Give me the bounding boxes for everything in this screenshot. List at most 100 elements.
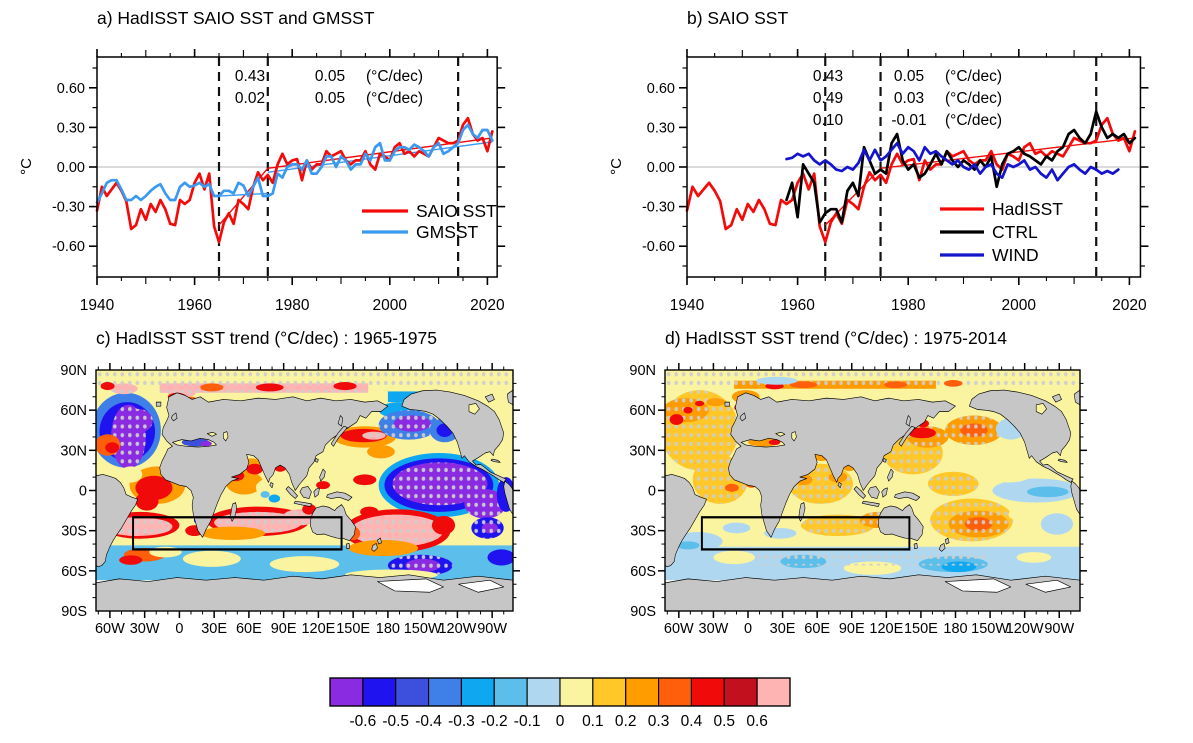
- svg-text:GMSST: GMSST: [416, 222, 479, 242]
- svg-text:1960: 1960: [780, 297, 815, 314]
- svg-text:0.10: 0.10: [813, 112, 844, 129]
- svg-text:150E: 150E: [904, 621, 938, 637]
- svg-text:2020: 2020: [470, 297, 505, 314]
- map-field: [665, 370, 1080, 611]
- svg-text:30N: 30N: [60, 443, 87, 459]
- svg-text:(°C/dec): (°C/dec): [945, 68, 1002, 85]
- svg-text:-0.30: -0.30: [52, 200, 85, 216]
- svg-text:30N: 30N: [629, 443, 656, 459]
- svg-text:0.02: 0.02: [235, 90, 265, 107]
- colorbar-cells: [329, 677, 791, 707]
- axes: 0.60 0.30 0.00 -0.30 -0.60 1940 1960 1980 2000 20…: [52, 49, 506, 314]
- trend-lines: [824, 137, 1136, 226]
- series-WIND: [785, 141, 1120, 182]
- svg-text:0.49: 0.49: [813, 90, 843, 107]
- panel-a-title: a) HadISST SAIO SST and GMSST: [97, 8, 375, 28]
- svg-text:0.00: 0.00: [57, 160, 85, 176]
- panel-b-chart: 0.60 0.30 0.00 -0.30 -0.60 1940 1960 1980 2000 20…: [642, 49, 1149, 314]
- svg-text:60E: 60E: [236, 621, 262, 637]
- svg-text:-0.2: -0.2: [481, 713, 508, 730]
- svg-text:120E: 120E: [869, 621, 903, 637]
- svg-text:120W: 120W: [438, 621, 476, 637]
- trend-stats: 0.43 0.05 (°C/dec) 0.02 0.05 (°C/dec): [235, 68, 423, 107]
- svg-text:-0.30: -0.30: [642, 200, 675, 216]
- svg-text:-0.60: -0.60: [52, 239, 85, 255]
- svg-text:30S: 30S: [630, 524, 656, 540]
- svg-text:-0.4: -0.4: [415, 713, 442, 730]
- svg-text:WIND: WIND: [992, 245, 1039, 265]
- svg-text:0: 0: [175, 621, 183, 637]
- svg-text:0.2: 0.2: [615, 713, 637, 730]
- svg-text:0.05: 0.05: [315, 90, 345, 107]
- svg-text:2000: 2000: [373, 297, 408, 314]
- map-field: [96, 370, 513, 611]
- svg-text:0: 0: [648, 484, 656, 500]
- series-HadISST: [685, 116, 1137, 244]
- svg-text:0.43: 0.43: [235, 68, 265, 85]
- svg-text:1940: 1940: [80, 297, 115, 314]
- svg-text:1980: 1980: [275, 297, 310, 314]
- svg-text:2000: 2000: [1002, 297, 1037, 314]
- svg-text:0.60: 0.60: [57, 81, 85, 97]
- svg-text:-0.6: -0.6: [349, 713, 376, 730]
- svg-text:150W: 150W: [971, 621, 1009, 637]
- svg-text:(°C/dec): (°C/dec): [945, 90, 1002, 107]
- svg-text:0.5: 0.5: [714, 713, 736, 730]
- svg-text:CTRL: CTRL: [992, 222, 1038, 242]
- svg-text:60W: 60W: [664, 621, 694, 637]
- svg-text:90E: 90E: [271, 621, 297, 637]
- svg-text:0.30: 0.30: [647, 120, 675, 136]
- svg-text:90W: 90W: [477, 621, 507, 637]
- svg-text:SAIO SST: SAIO SST: [416, 201, 497, 221]
- saio-box: [132, 516, 343, 551]
- svg-text:90S: 90S: [630, 604, 656, 620]
- trend-stats: 0.43 0.05 (°C/dec) 0.49 0.03 (°C/dec) 0.10 -0.0…: [813, 68, 1002, 129]
- legend: HadISST CTRL WIND: [940, 199, 1063, 265]
- svg-text:1980: 1980: [891, 297, 926, 314]
- svg-text:0.05: 0.05: [894, 68, 924, 85]
- svg-text:1960: 1960: [177, 297, 212, 314]
- colorbar: -0.6 -0.5 -0.4 -0.3 -0.2 -0.1 0 0.1 0.2 0.3 0.4 0.5…: [329, 677, 791, 730]
- svg-text:150E: 150E: [336, 621, 370, 637]
- svg-text:90S: 90S: [61, 604, 87, 620]
- panel-c-title: c) HadISST SST trend (°C/dec) : 1965-197…: [96, 328, 437, 348]
- svg-text:30W: 30W: [699, 621, 729, 637]
- svg-text:0.60: 0.60: [647, 81, 675, 97]
- svg-text:HadISST: HadISST: [992, 199, 1063, 219]
- svg-text:180: 180: [943, 621, 967, 637]
- svg-text:-0.5: -0.5: [382, 713, 409, 730]
- svg-text:90E: 90E: [839, 621, 865, 637]
- svg-text:0.03: 0.03: [894, 90, 924, 107]
- svg-text:60S: 60S: [61, 564, 87, 580]
- series-GMSST: [95, 123, 494, 204]
- svg-text:0.3: 0.3: [648, 713, 670, 730]
- panel-a-chart: 0.60 0.30 0.00 -0.30 -0.60 1940 1960 1980 2000 20…: [52, 49, 506, 314]
- svg-text:30E: 30E: [201, 621, 227, 637]
- panel-d-title: d) HadISST SST trend (°C/dec) : 1975-201…: [665, 328, 1007, 348]
- svg-text:0.05: 0.05: [315, 68, 345, 85]
- svg-text:0: 0: [556, 713, 565, 730]
- saio-box: [700, 516, 911, 551]
- svg-text:0.1: 0.1: [582, 713, 604, 730]
- svg-text:2020: 2020: [1112, 297, 1147, 314]
- svg-text:60N: 60N: [629, 403, 656, 419]
- svg-text:-0.60: -0.60: [642, 239, 675, 255]
- svg-text:60S: 60S: [630, 564, 656, 580]
- svg-text:(°C/dec): (°C/dec): [366, 68, 423, 85]
- svg-text:60E: 60E: [804, 621, 830, 637]
- svg-text:-0.1: -0.1: [514, 713, 541, 730]
- svg-text:90N: 90N: [629, 363, 656, 379]
- svg-text:1940: 1940: [670, 297, 705, 314]
- svg-text:0.00: 0.00: [647, 160, 675, 176]
- svg-text:(°C/dec): (°C/dec): [945, 112, 1002, 129]
- svg-text:(°C/dec): (°C/dec): [366, 90, 423, 107]
- svg-text:90N: 90N: [60, 363, 87, 379]
- svg-text:60N: 60N: [60, 403, 87, 419]
- svg-text:120W: 120W: [1006, 621, 1044, 637]
